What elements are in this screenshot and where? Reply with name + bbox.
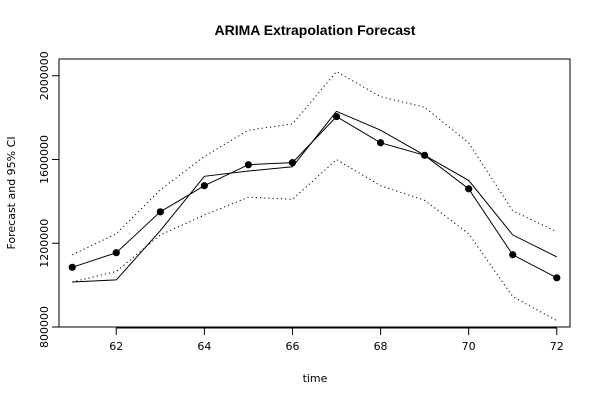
- chart-title: ARIMA Extrapolation Forecast: [215, 22, 416, 38]
- series-forecast-point: [465, 185, 473, 193]
- x-tick-label: 68: [374, 340, 388, 353]
- series-forecast-point: [421, 151, 429, 159]
- series-forecast-point: [68, 263, 76, 271]
- x-tick-label: 72: [550, 340, 564, 353]
- y-tick-label: 1600000: [38, 135, 51, 184]
- y-tick-label: 1200000: [38, 219, 51, 268]
- series-forecast-point: [553, 274, 561, 282]
- series-forecast-point: [376, 139, 385, 147]
- series-forecast-point: [288, 159, 297, 167]
- plot-frame: [58, 58, 571, 328]
- series-forecast-point: [509, 251, 517, 259]
- series-forecast-line: [72, 115, 558, 279]
- x-tick-label: 70: [462, 340, 476, 353]
- series-forecast-point: [112, 249, 120, 257]
- y-tick-label: 800000: [38, 306, 51, 348]
- x-tick-label: 62: [109, 340, 123, 353]
- series-upper-95-line: [71, 70, 558, 256]
- x-tick-label: 64: [197, 340, 211, 353]
- x-axis: 62 64 66 68 70 72: [109, 327, 564, 353]
- series-forecast-point: [332, 112, 341, 121]
- series-lower-95-line: [72, 158, 558, 322]
- y-axis: 800000 1200000 1600000 2000000: [38, 51, 60, 348]
- x-tick-label: 66: [285, 340, 299, 353]
- series-actual-line: [72, 110, 558, 283]
- series-forecast-point: [156, 208, 164, 216]
- series-forecast-point: [244, 161, 253, 169]
- y-tick-label: 2000000: [38, 51, 51, 100]
- series-layer: [68, 70, 561, 322]
- series-forecast-point: [200, 182, 208, 190]
- x-axis-label: time: [303, 372, 328, 385]
- y-axis-label: Forecast and 95% CI: [5, 136, 18, 249]
